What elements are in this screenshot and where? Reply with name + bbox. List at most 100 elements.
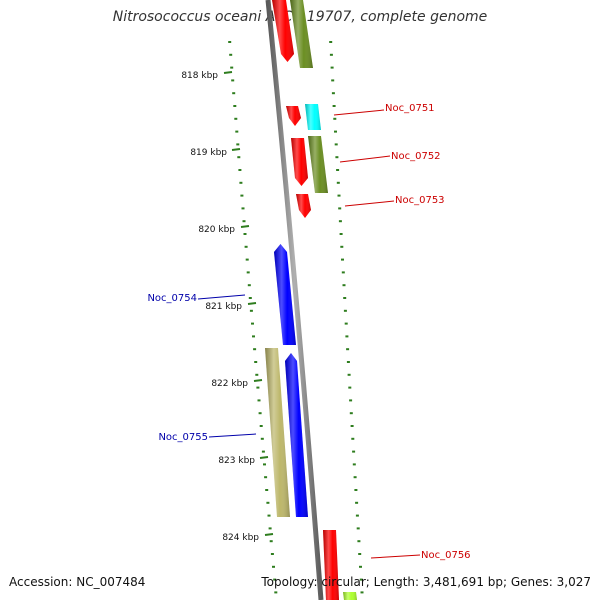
tick-dot [235,130,239,133]
kbp-tick-mark [264,533,274,536]
tick-dot [347,373,351,376]
tick-dot [265,489,269,491]
tick-dot [256,386,260,389]
gene-leader-line [339,155,391,163]
tick-dot [346,361,350,363]
tick-dot [236,143,240,146]
tick-dot [267,514,271,517]
kbp-tick-mark [240,225,250,228]
gene-feature-shading [285,353,308,517]
tick-dot [329,41,333,43]
tick-dot [234,117,238,120]
tick-dot [340,245,344,248]
tick-dot [263,463,266,466]
gene-feature-shading [290,0,313,68]
gene-label-noc-0752[interactable]: Noc_0752 [391,151,441,162]
tick-dot [261,450,265,453]
tick-dot [352,450,356,453]
tick-dot [232,92,236,95]
tick-dot [354,489,358,491]
tick-dot [357,540,361,543]
tick-dot [237,156,241,159]
kbp-tick-mark [231,148,241,151]
tick-dot [248,297,252,299]
tick-dot [255,373,259,376]
gene-features [265,0,357,600]
tick-dot [359,578,363,581]
gene-feature-shading [272,0,294,62]
tick-dot [344,322,348,325]
tick-dot [246,271,250,274]
tick-dot [233,105,237,107]
tick-dot [247,284,251,287]
gene-label-noc-0755[interactable]: Noc_0755 [158,432,208,443]
tick-dot [356,527,360,530]
tick-dot [239,181,243,184]
tick-dot [329,53,333,56]
tick-dot [348,386,352,389]
kbp-label: 819 kbp [190,148,227,158]
tick-dot [253,348,257,351]
kbp-tick-mark [223,71,233,74]
gene-leader-line [344,200,395,207]
gene-feature-shading [274,244,296,345]
tick-dot [345,335,349,338]
tick-dot [231,79,235,82]
gene-feature-shading [323,530,339,600]
tick-dot [335,156,339,159]
tick-dot [343,309,347,312]
gene-label-noc-0751[interactable]: Noc_0751 [385,103,435,114]
gene-feature-shading [265,348,290,517]
gene-leader-line [208,433,257,438]
tick-dot [341,271,345,274]
tick-dot [352,463,356,466]
tick-dot [274,591,278,594]
gene-leader-line [333,109,385,116]
tick-dot [242,220,246,223]
kbp-label: 818 kbp [181,71,218,81]
tick-dot [243,233,247,235]
kbp-tick-mark [259,456,269,459]
tick-dot [351,437,355,440]
gene-feature-shading [343,592,357,600]
tick-dot [229,53,233,56]
tick-dot [264,476,268,479]
tick-dot [270,553,274,555]
tick-dot [355,514,359,517]
gene-feature-shading [291,138,308,186]
tick-dot [349,399,353,402]
tick-dot [338,220,342,223]
tick-dot [244,245,248,248]
gene-label-noc-0754[interactable]: Noc_0754 [147,293,197,304]
tick-dot [360,591,364,594]
kbp-tick-mark [247,302,257,305]
kbp-label: 824 kbp [222,533,259,543]
kbp-label: 821 kbp [205,302,242,312]
tick-dot [333,117,337,120]
tick-dot [339,233,343,235]
gene-leader-line [370,554,421,559]
tick-dot [258,412,262,415]
tick-dot [331,92,335,95]
tick-dot [257,399,261,402]
tick-dot [350,425,354,427]
kbp-tick-mark [253,379,263,382]
tick-dot [341,258,344,261]
tick-dot [238,169,242,171]
tick-dot [273,578,277,581]
tick-dot [245,258,249,261]
genome-summary-text: Topology: circular; Length: 3,481,691 bp… [261,575,591,589]
tick-dot [343,297,347,299]
tick-dot [241,207,245,210]
gene-leader-line [197,294,246,300]
tick-dot [230,66,234,69]
kbp-scale: 818 kbp 819 kbp 820 kbp 821 kbp 822 kbp … [181,71,274,543]
gene-label-noc-0753[interactable]: Noc_0753 [395,195,445,206]
gene-feature-shading [286,106,301,126]
tick-dot [254,361,258,363]
gene-label-noc-0756[interactable]: Noc_0756 [421,550,471,561]
kbp-label: 820 kbp [198,225,235,235]
tick-dot [346,348,350,351]
tick-dot [269,540,273,543]
tick-dot [353,476,357,479]
